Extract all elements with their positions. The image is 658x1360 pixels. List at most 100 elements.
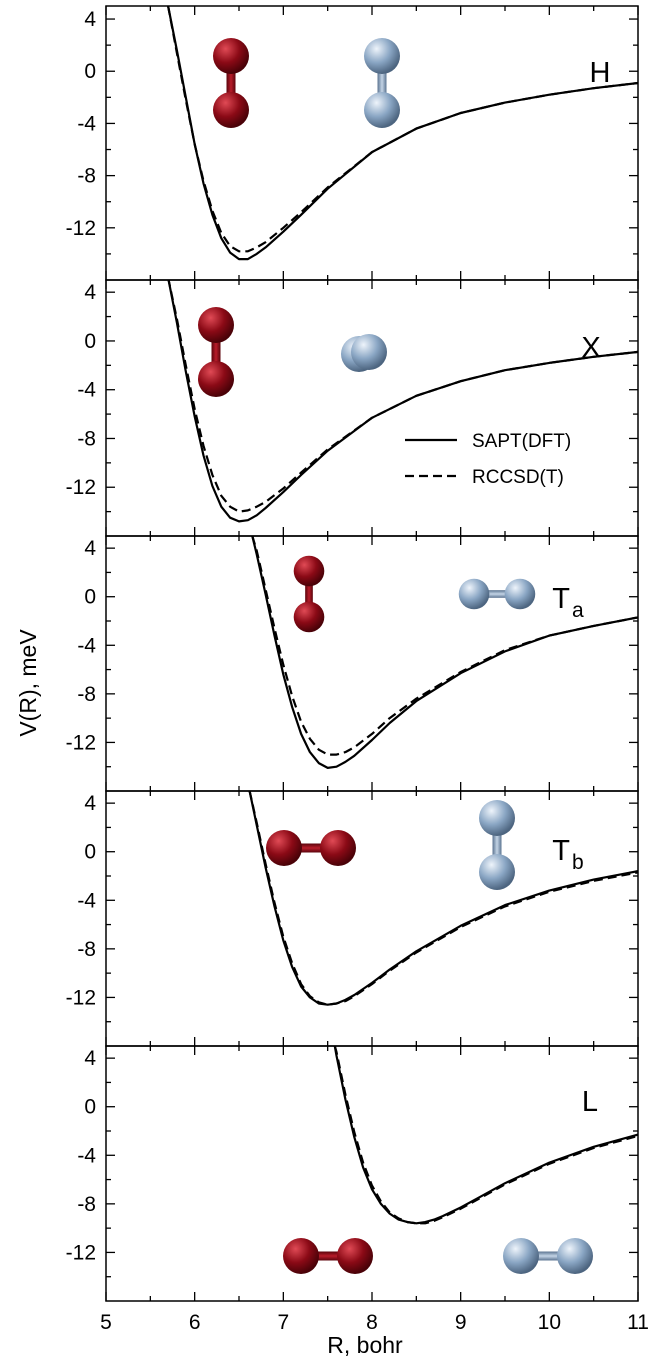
curves <box>167 6 638 261</box>
y-tick-label: -12 <box>66 1241 96 1264</box>
molecule-atom <box>293 555 325 587</box>
molecule-blue-end-on-icon <box>341 334 387 372</box>
molecule-red-horizontal-icon <box>266 830 356 866</box>
y-tick-label: -12 <box>66 217 96 240</box>
molecule-bond <box>305 571 313 617</box>
panel-label: L <box>582 1086 598 1118</box>
y-tick-label: -4 <box>77 634 96 657</box>
panel-l: 4 0 -4 -8 -12 L <box>66 1045 639 1302</box>
molecule-atom <box>479 800 515 836</box>
molecule-bond <box>284 843 338 853</box>
molecule-atom <box>504 578 536 610</box>
y-tick-label: 0 <box>84 586 96 609</box>
molecule-atom <box>364 38 400 74</box>
molecule-bond <box>474 590 520 598</box>
x-tick-label: 7 <box>277 1311 289 1334</box>
panel-label-subscript: b <box>572 851 584 874</box>
y-tick-label: 0 <box>84 330 96 353</box>
curves <box>167 280 638 523</box>
panel-label: Tb <box>552 835 583 874</box>
y-tick-label: -8 <box>77 165 96 188</box>
panel-x: 4 0 -4 -8 -12 X SAPT(DFT) RCCSD(T) <box>66 279 639 537</box>
panel-tb: 4 0 -4 -8 -12 Tb <box>66 790 639 1047</box>
series-rccsd-t-line <box>333 1046 638 1225</box>
molecule-blue-horizontal-icon <box>458 578 536 610</box>
legend: SAPT(DFT) RCCSD(T) <box>405 431 571 488</box>
molecule-atom <box>283 1238 319 1274</box>
series-sapt-dft-line <box>333 1046 638 1225</box>
x-tick-label: 8 <box>366 1311 378 1334</box>
y-tick-label: 0 <box>84 60 96 83</box>
panel-frame <box>105 1045 639 1302</box>
curves <box>248 791 638 1006</box>
molecule-bond <box>377 56 387 110</box>
molecule-atom <box>266 830 302 866</box>
legend-label: RCCSD(T) <box>472 467 564 488</box>
series-sapt-dft-line <box>251 536 638 769</box>
x-axis-title: R, bohr <box>327 1332 403 1358</box>
y-tick-label: 4 <box>84 792 96 815</box>
x-tick-label: 9 <box>455 1311 467 1334</box>
molecule-atom <box>213 92 249 128</box>
molecule-atom <box>293 601 325 633</box>
panel-label-subscript: a <box>572 599 584 622</box>
molecule-red-vertical-icon <box>198 307 234 397</box>
y-tick-label: -12 <box>66 731 96 754</box>
panel-ta: 4 0 -4 -8 -12 Ta <box>66 535 639 792</box>
molecule-bond <box>521 1251 575 1261</box>
panel-label: X <box>581 332 600 364</box>
molecule-atom <box>320 830 356 866</box>
molecule-atom <box>198 361 234 397</box>
molecule-bond <box>492 818 502 872</box>
series-rccsd-t-line <box>167 6 638 253</box>
panel-h: 4 0 -4 -8 -12 H <box>66 5 639 281</box>
series-rccsd-t-line <box>251 536 638 756</box>
y-tick-label: 4 <box>84 281 96 304</box>
x-tick-label: 10 <box>538 1311 561 1334</box>
panel-frame <box>105 535 639 792</box>
series-sapt-dft-line <box>248 791 638 1006</box>
molecule-red-horizontal-icon <box>283 1238 373 1274</box>
molecule-blue-vertical-icon <box>364 38 400 128</box>
molecule-atom <box>337 1238 373 1274</box>
series-sapt-dft-line <box>167 280 638 523</box>
y-tick-label: -4 <box>77 1144 96 1167</box>
molecule-atom <box>503 1238 539 1274</box>
y-tick-label: -8 <box>77 683 96 706</box>
y-tick-label: -4 <box>77 112 96 135</box>
y-tick-label: -8 <box>77 1193 96 1216</box>
molecule-atom <box>213 38 249 74</box>
molecule-bond <box>301 1251 355 1261</box>
curves <box>251 536 638 769</box>
y-axis-title: V(R), meV <box>15 629 41 737</box>
molecule-atom <box>458 578 490 610</box>
molecule-bond <box>211 325 221 379</box>
molecule-atom <box>479 854 515 890</box>
molecule-atom <box>198 307 234 343</box>
molecule-atom <box>351 334 387 370</box>
molecule-atom <box>364 92 400 128</box>
y-tick-label: 4 <box>84 8 96 31</box>
molecule-bond <box>226 56 236 110</box>
molecule-atom <box>557 1238 593 1274</box>
series-rccsd-t-line <box>248 791 638 1006</box>
y-tick-label: -4 <box>77 889 96 912</box>
curves <box>333 1046 638 1225</box>
panel-frame <box>105 790 639 1047</box>
y-tick-label: 4 <box>84 537 96 560</box>
y-tick-label: -8 <box>77 427 96 450</box>
y-tick-label: -12 <box>66 476 96 499</box>
x-tick-label: 5 <box>100 1311 112 1334</box>
x-tick-label: 11 <box>627 1311 649 1334</box>
panel-frame <box>105 279 639 537</box>
panel-label: H <box>590 57 611 89</box>
y-tick-label: -12 <box>66 986 96 1009</box>
molecule-blue-vertical-icon <box>479 800 515 890</box>
series-rccsd-t-line <box>167 280 638 513</box>
y-tick-label: -4 <box>77 379 96 402</box>
panel-label: Ta <box>552 583 584 622</box>
y-tick-label: 0 <box>84 1096 96 1119</box>
molecule-red-vertical-icon <box>213 38 249 128</box>
molecule-red-vertical-icon <box>293 555 325 633</box>
molecule-blue-horizontal-icon <box>503 1238 593 1274</box>
